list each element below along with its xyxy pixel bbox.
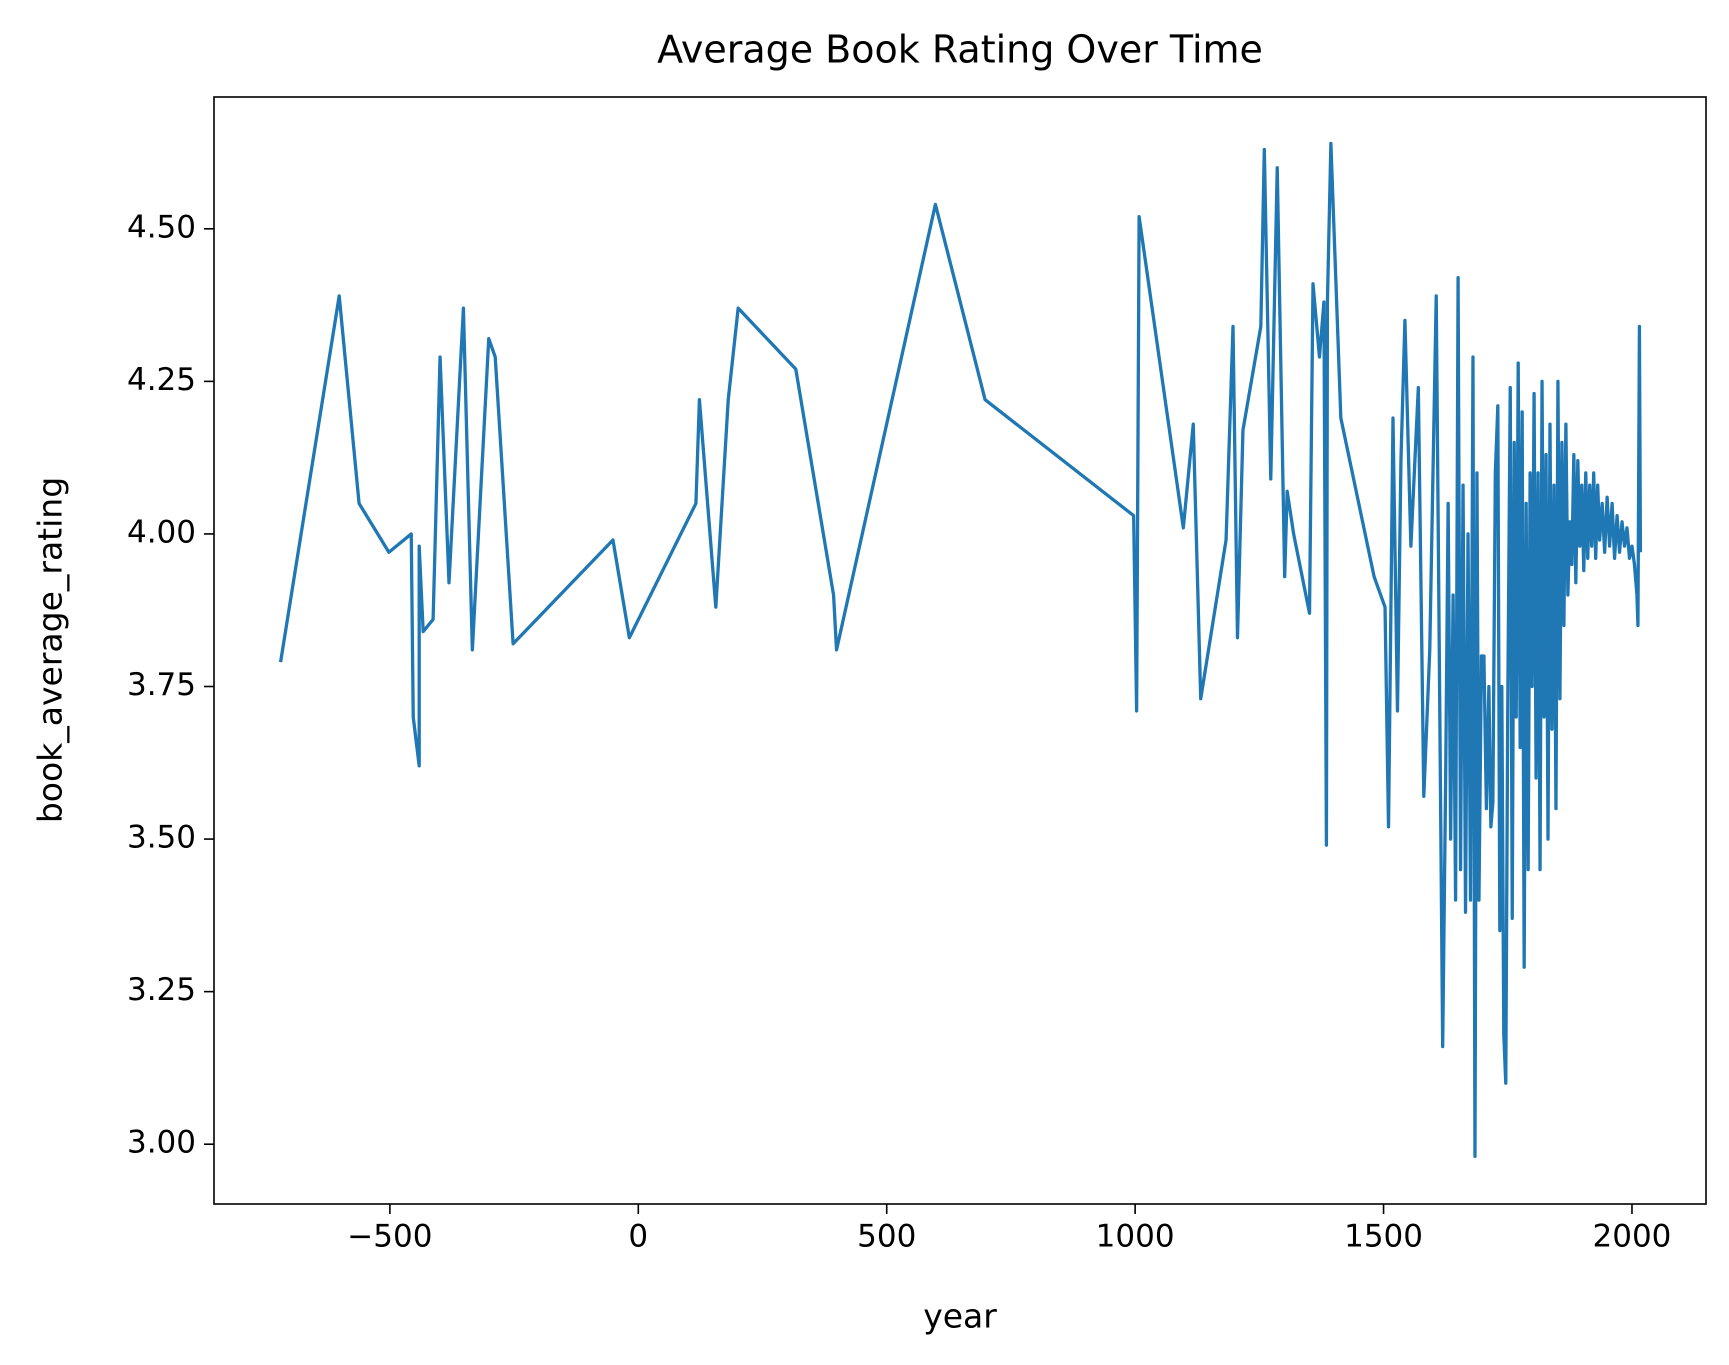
x-tick-label: 1000: [1096, 1219, 1175, 1255]
y-tick-label: 3.25: [127, 972, 196, 1008]
y-axis-label: book_average_rating: [31, 477, 70, 823]
chart-title: Average Book Rating Over Time: [657, 28, 1263, 72]
y-tick-label: 3.00: [127, 1125, 196, 1161]
y-tick-label: 4.50: [127, 209, 196, 245]
data-line: [278, 141, 1643, 1159]
x-tick-label: 1500: [1344, 1219, 1423, 1255]
y-tick-label: 4.00: [127, 514, 196, 550]
x-tick-label: 0: [628, 1219, 648, 1255]
y-tick-label: 3.50: [127, 820, 196, 856]
x-tick-label: 500: [857, 1219, 916, 1255]
x-axis-label: year: [923, 1297, 997, 1336]
x-tick-label: −500: [347, 1219, 432, 1255]
y-tick-label: 4.25: [127, 362, 196, 398]
y-tick-label: 3.75: [127, 667, 196, 703]
x-tick-label: 2000: [1593, 1219, 1672, 1255]
plot-frame: [213, 96, 1707, 1205]
